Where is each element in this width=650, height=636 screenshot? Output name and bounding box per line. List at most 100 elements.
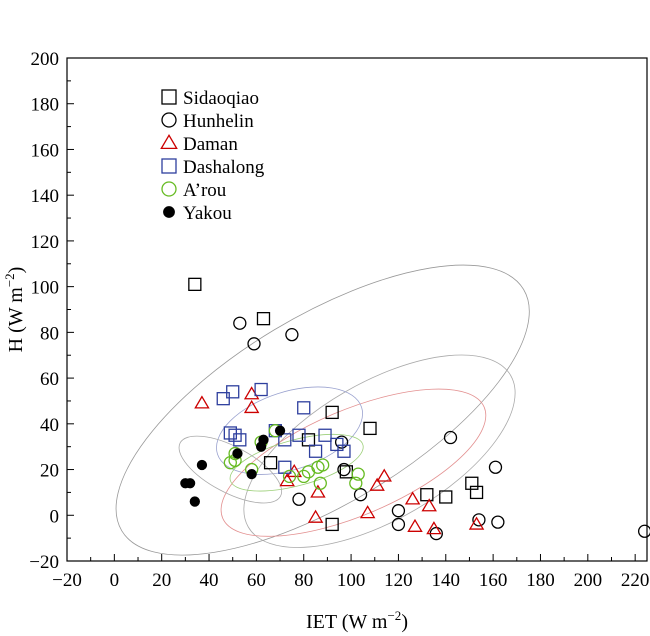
ellipse-sidaoqiao xyxy=(115,264,530,556)
y-tick-label: 80 xyxy=(40,323,59,344)
point-hunhelin xyxy=(391,517,406,532)
point-hunhelin xyxy=(285,327,299,342)
y-axis-title: H (W m−2) xyxy=(2,267,27,353)
point-dashalong xyxy=(223,426,237,440)
x-tick-label: 200 xyxy=(574,570,603,591)
point-dashalong xyxy=(337,444,351,458)
point-daman xyxy=(243,399,260,414)
plot-frame xyxy=(66,57,648,562)
legend-marker-daman xyxy=(160,134,178,150)
point-daman xyxy=(426,521,442,535)
point-hunhelin xyxy=(353,488,368,502)
point-dashalong xyxy=(228,428,242,442)
point-arou xyxy=(282,469,297,484)
legend-marker-sidaoqiao xyxy=(161,89,177,105)
point-sidaoqiao xyxy=(465,476,479,490)
point-sidaoqiao xyxy=(363,421,377,436)
point-daman xyxy=(307,509,324,523)
legend-item-arou: A’rou xyxy=(161,180,227,201)
point-daman xyxy=(279,473,295,487)
point-sidaoqiao xyxy=(325,405,339,420)
y-tick-label: 180 xyxy=(31,95,60,116)
legend-item-daman: Daman xyxy=(160,134,238,155)
point-dashalong xyxy=(254,382,268,397)
point-hunhelin xyxy=(443,430,458,445)
point-sidaoqiao xyxy=(439,490,453,504)
ellipse-yakou xyxy=(178,435,283,504)
point-yakou xyxy=(189,496,200,507)
point-arou xyxy=(316,458,330,472)
legend-label-hunhelin: Hunhelin xyxy=(183,111,254,132)
legend-item-hunhelin: Hunhelin xyxy=(161,111,254,132)
point-daman xyxy=(468,516,485,530)
point-daman xyxy=(404,491,421,505)
point-hunhelin xyxy=(472,513,486,527)
point-sidaoqiao xyxy=(469,485,484,500)
point-daman xyxy=(194,395,210,409)
point-yakou xyxy=(246,468,257,480)
point-dashalong xyxy=(216,392,230,406)
point-yakou xyxy=(274,425,286,436)
y-axis-ticks: −20 0 20 40 60 80 100 120 140 160 180 200 xyxy=(29,49,74,573)
point-hunhelin xyxy=(337,462,351,477)
x-tick-label: 140 xyxy=(432,570,461,591)
point-sidaoqiao xyxy=(301,433,316,447)
point-daman xyxy=(369,477,385,491)
legend-item-yakou: Yakou xyxy=(163,203,232,224)
legend-label-dashalong: Dashalong xyxy=(183,157,265,178)
x-tick-label: 160 xyxy=(479,570,508,591)
point-dashalong xyxy=(226,385,240,399)
point-sidaoqiao xyxy=(420,488,434,502)
point-daman xyxy=(359,505,376,519)
data-points xyxy=(180,277,650,541)
point-yakou xyxy=(196,459,208,471)
point-dashalong xyxy=(318,428,332,442)
x-axis-title: IET (W m−2) xyxy=(306,608,408,633)
x-tick-label: 120 xyxy=(384,570,413,591)
point-dashalong xyxy=(297,401,311,415)
point-daman xyxy=(407,518,423,532)
y-tick-label: 40 xyxy=(40,415,59,436)
point-sidaoqiao xyxy=(188,277,202,292)
point-hunhelin xyxy=(247,337,261,351)
x-tick-label: 180 xyxy=(526,570,555,591)
point-dashalong xyxy=(278,433,292,447)
point-hunhelin xyxy=(292,492,306,506)
point-arou xyxy=(351,467,365,481)
legend-marker-dashalong xyxy=(161,158,177,174)
point-daman xyxy=(243,386,260,400)
x-tick-label: 100 xyxy=(337,570,366,591)
point-hunhelin xyxy=(233,316,247,330)
point-sidaoqiao xyxy=(339,465,353,479)
point-hunhelin xyxy=(488,460,503,474)
x-tick-label: 20 xyxy=(152,570,171,591)
point-sidaoqiao xyxy=(325,517,339,532)
legend-label-arou: A’rou xyxy=(183,180,227,201)
ellipse-dashalong xyxy=(216,386,363,475)
y-tick-label: 20 xyxy=(40,461,59,482)
x-tick-label: 220 xyxy=(621,570,650,591)
legend-marker-yakou xyxy=(163,206,175,218)
ellipse-hunhelin xyxy=(243,354,516,548)
legend-marker-hunhelin xyxy=(161,112,177,128)
legend: SidaoqiaoHunhelinDamanDashalongA’rouYako… xyxy=(160,88,265,224)
series-hunhelin xyxy=(233,316,650,541)
y-tick-label: 120 xyxy=(31,232,60,253)
point-arou xyxy=(349,476,363,490)
y-tick-label: 60 xyxy=(40,369,59,390)
legend-marker-arou xyxy=(161,181,177,197)
y-tick-label: −20 xyxy=(29,552,59,573)
point-hunhelin xyxy=(391,504,406,518)
legend-item-dashalong: Dashalong xyxy=(161,157,265,178)
point-yakou xyxy=(258,434,269,445)
point-sidaoqiao xyxy=(256,311,271,326)
ellipse-daman xyxy=(220,388,487,537)
y-tick-label: 100 xyxy=(31,278,60,299)
x-tick-label: −20 xyxy=(52,570,82,591)
point-dashalong xyxy=(308,444,323,458)
legend-label-sidaoqiao: Sidaoqiao xyxy=(183,88,259,109)
point-dashalong xyxy=(292,428,306,442)
y-tick-label: 0 xyxy=(50,506,60,527)
point-yakou xyxy=(232,448,243,459)
